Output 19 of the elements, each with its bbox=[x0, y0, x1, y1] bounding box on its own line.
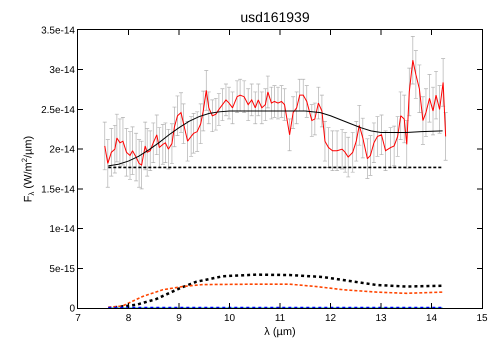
x-tick-label: 7 bbox=[75, 313, 82, 324]
y-tick-label: 2e-14 bbox=[49, 144, 76, 156]
y-tick-label: 3.5e-14 bbox=[41, 26, 76, 36]
x-tick-label: 9 bbox=[176, 313, 182, 324]
x-tick-label: 14 bbox=[426, 313, 438, 324]
x-tick-label: 12 bbox=[324, 313, 336, 324]
x-tick-label: 8 bbox=[126, 313, 132, 324]
x-tick-label: 13 bbox=[375, 313, 387, 324]
y-tick-label: 2.5e-14 bbox=[41, 104, 76, 116]
x-axis-title: λ (µm) bbox=[264, 326, 296, 338]
chart-title: usd161939 bbox=[240, 9, 310, 26]
y-tick-label: 1.5e-14 bbox=[41, 184, 76, 196]
x-tick-label: 11 bbox=[274, 313, 286, 324]
x-tick-label: 15 bbox=[476, 313, 488, 324]
x-tick-label: 10 bbox=[224, 313, 236, 324]
y-tick-label: 1e-14 bbox=[49, 224, 76, 236]
y-tick-label: 5e-15 bbox=[49, 264, 76, 275]
y-tick-label: 0 bbox=[69, 304, 76, 314]
y-tick-label: 3e-14 bbox=[49, 65, 76, 76]
